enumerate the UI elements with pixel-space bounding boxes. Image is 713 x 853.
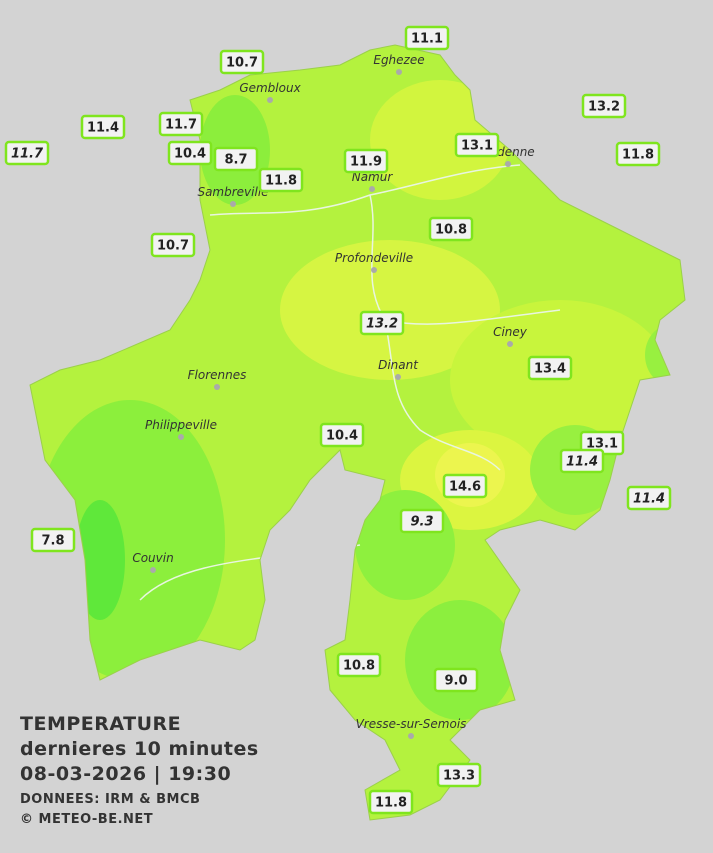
station-box [80,114,126,140]
station-value: 11.8 [375,796,407,811]
town-dot [214,384,220,390]
town-name: Vresse-sur-Semois [356,717,467,731]
title: TEMPERATURE [20,713,181,735]
station-box [343,148,389,174]
town-dot [507,341,513,347]
station-box [433,667,479,693]
station-value: 10.8 [435,223,467,238]
town-name: Eghezee [373,53,424,67]
station-value: 9.0 [444,674,467,689]
station-box [615,141,661,167]
station-value: 11.4 [87,121,119,136]
town-dot [371,267,377,273]
station-value: 10.8 [343,659,375,674]
station-value: 13.2 [588,100,620,115]
station-value: 8.7 [224,153,247,168]
town-dot [396,69,402,75]
station-value: 11.4 [633,492,665,507]
station-box [336,652,382,678]
station-value: 9.3 [410,515,433,530]
station-box [399,508,445,534]
town-name: Philippeville [145,418,217,432]
river [139,164,561,601]
station-box [219,49,265,75]
station-box [150,232,196,258]
station-value: 13.1 [461,139,493,154]
town-dot [395,374,401,380]
datetime: 08-03-2026 | 19:30 [20,763,231,785]
station-value: 11.1 [411,32,443,47]
station-box [167,140,213,166]
town-name: Florennes [188,368,247,382]
station-value: 13.1 [586,437,618,452]
town-name: Gembloux [239,81,301,95]
town-dot [178,434,184,440]
station-box [559,448,605,474]
station-box [436,762,482,788]
station-value: 10.4 [326,429,358,444]
station-value: 10.7 [226,56,258,71]
station-box [581,93,627,119]
station-box [428,216,474,242]
town-name: Sambreville [197,185,268,199]
station-value: 11.9 [350,155,382,170]
town-name: Couvin [132,551,173,565]
station-value: 13.3 [443,769,475,784]
town-dot [408,733,414,739]
station-value: 11.8 [622,148,654,163]
station-value: 10.7 [157,239,189,254]
station-box [213,146,259,172]
station-value: 11.8 [265,174,297,189]
town-dot [150,567,156,573]
town-dot [369,186,375,192]
station-box [158,111,204,137]
station-value: 14.6 [449,480,481,495]
station-box [626,485,672,511]
station-value: 13.4 [534,362,566,377]
station-box [30,527,76,553]
station-box [442,473,488,499]
town-dot [230,201,236,207]
station-box [359,310,405,336]
station-box [404,25,450,51]
town-name: Ciney [493,325,528,339]
town-name: Namur [352,170,394,184]
town-dot [267,97,273,103]
town-dot [505,161,511,167]
station-box [4,140,50,166]
station-box [258,167,304,193]
station-value: 11.7 [165,118,197,133]
station-value: 7.8 [41,534,64,549]
copyright: © METEO-BE.NET [20,812,153,827]
station-box [454,132,500,158]
source: DONNEES: IRM & BMCB [20,792,200,807]
station-value: 13.2 [366,317,398,332]
subtitle: dernieres 10 minutes [20,738,259,760]
station-box [319,422,365,448]
station-box [368,789,414,815]
town-name: Dinant [378,358,419,372]
station-value: 11.4 [566,455,598,470]
station-value: 11.7 [11,147,44,162]
station-value: 10.4 [174,147,206,162]
station-box [527,355,573,381]
town-name: Profondeville [335,251,413,265]
